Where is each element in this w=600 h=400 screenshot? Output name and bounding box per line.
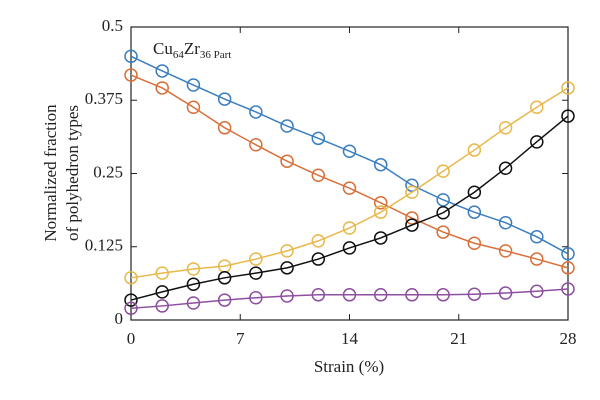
marker xyxy=(530,100,544,115)
marker xyxy=(467,185,482,200)
marker xyxy=(561,261,575,275)
x-tick-label: 28 xyxy=(560,329,577,348)
marker xyxy=(249,138,263,152)
marker xyxy=(436,164,450,178)
y-axis-label: of polyhedron types xyxy=(63,105,82,241)
marker xyxy=(311,168,326,183)
marker xyxy=(436,193,450,207)
marker xyxy=(124,68,138,82)
marker xyxy=(217,293,232,307)
marker xyxy=(342,288,357,302)
series-line xyxy=(130,115,569,301)
marker xyxy=(124,49,138,64)
marker xyxy=(280,244,294,258)
marker xyxy=(280,119,294,133)
marker xyxy=(280,154,294,168)
marker xyxy=(186,100,201,115)
series-line xyxy=(130,87,569,279)
marker xyxy=(561,282,575,296)
annotation-part: Zr xyxy=(184,39,200,58)
marker xyxy=(311,234,326,248)
marker xyxy=(186,78,201,92)
marker xyxy=(467,143,482,157)
marker xyxy=(249,105,263,119)
y-tick-label: 0.375 xyxy=(85,89,123,108)
marker xyxy=(530,230,544,244)
marker xyxy=(155,266,169,280)
marker xyxy=(342,221,357,235)
marker xyxy=(249,266,263,280)
y-tick-label: 0 xyxy=(115,309,124,328)
marker xyxy=(530,135,544,149)
marker xyxy=(311,252,326,266)
y-tick-label: 0.5 xyxy=(102,16,123,35)
annotation-part: 64 xyxy=(173,49,185,61)
marker xyxy=(436,288,450,302)
marker xyxy=(561,247,575,261)
marker xyxy=(217,92,232,106)
marker xyxy=(217,121,232,135)
marker xyxy=(342,181,357,195)
marker xyxy=(311,288,326,302)
annotation: Cu64Zr36 Part xyxy=(153,39,231,61)
x-tick-label: 7 xyxy=(236,329,245,348)
marker xyxy=(530,252,544,266)
annotation-part: 36 Part xyxy=(200,49,231,61)
marker xyxy=(155,285,169,299)
marker xyxy=(561,81,575,95)
marker xyxy=(186,296,201,310)
series-line xyxy=(130,288,569,310)
marker xyxy=(124,271,138,285)
marker xyxy=(405,185,419,200)
marker xyxy=(561,109,575,123)
y-tick-label: 0.125 xyxy=(85,236,123,255)
series-line xyxy=(130,74,569,269)
marker xyxy=(280,289,294,303)
marker xyxy=(280,261,294,275)
marker xyxy=(498,286,513,300)
x-tick-label: 14 xyxy=(341,329,359,348)
marker xyxy=(373,196,388,210)
series-line xyxy=(130,55,569,255)
marker xyxy=(124,301,138,316)
marker xyxy=(373,288,388,302)
x-axis-label: Strain (%) xyxy=(314,357,384,376)
marker xyxy=(436,225,450,239)
marker xyxy=(186,262,201,276)
marker xyxy=(405,178,419,192)
marker xyxy=(467,205,482,219)
marker xyxy=(155,81,169,95)
y-tick-label: 0.25 xyxy=(93,162,123,181)
marker xyxy=(436,206,450,220)
marker xyxy=(249,290,263,305)
marker xyxy=(498,244,513,258)
annotation-part: Cu xyxy=(153,39,173,58)
marker xyxy=(311,131,326,146)
marker xyxy=(405,218,419,232)
marker xyxy=(342,144,357,158)
marker xyxy=(373,231,388,245)
marker xyxy=(467,236,482,250)
marker xyxy=(186,277,201,292)
marker xyxy=(530,284,544,299)
marker xyxy=(405,288,419,302)
marker xyxy=(249,252,263,266)
marker xyxy=(155,64,169,78)
y-axis-label: Normalized fraction xyxy=(41,104,60,242)
marker xyxy=(405,211,419,225)
marker xyxy=(342,241,357,255)
x-tick-label: 21 xyxy=(450,329,467,348)
marker xyxy=(498,161,513,175)
marker xyxy=(155,299,169,313)
x-tick-label: 0 xyxy=(127,329,136,348)
marker xyxy=(467,287,482,301)
marker xyxy=(373,205,388,219)
marker xyxy=(498,215,513,230)
marker xyxy=(217,271,232,285)
marker xyxy=(124,293,138,307)
marker xyxy=(373,157,388,172)
marker xyxy=(498,121,513,135)
